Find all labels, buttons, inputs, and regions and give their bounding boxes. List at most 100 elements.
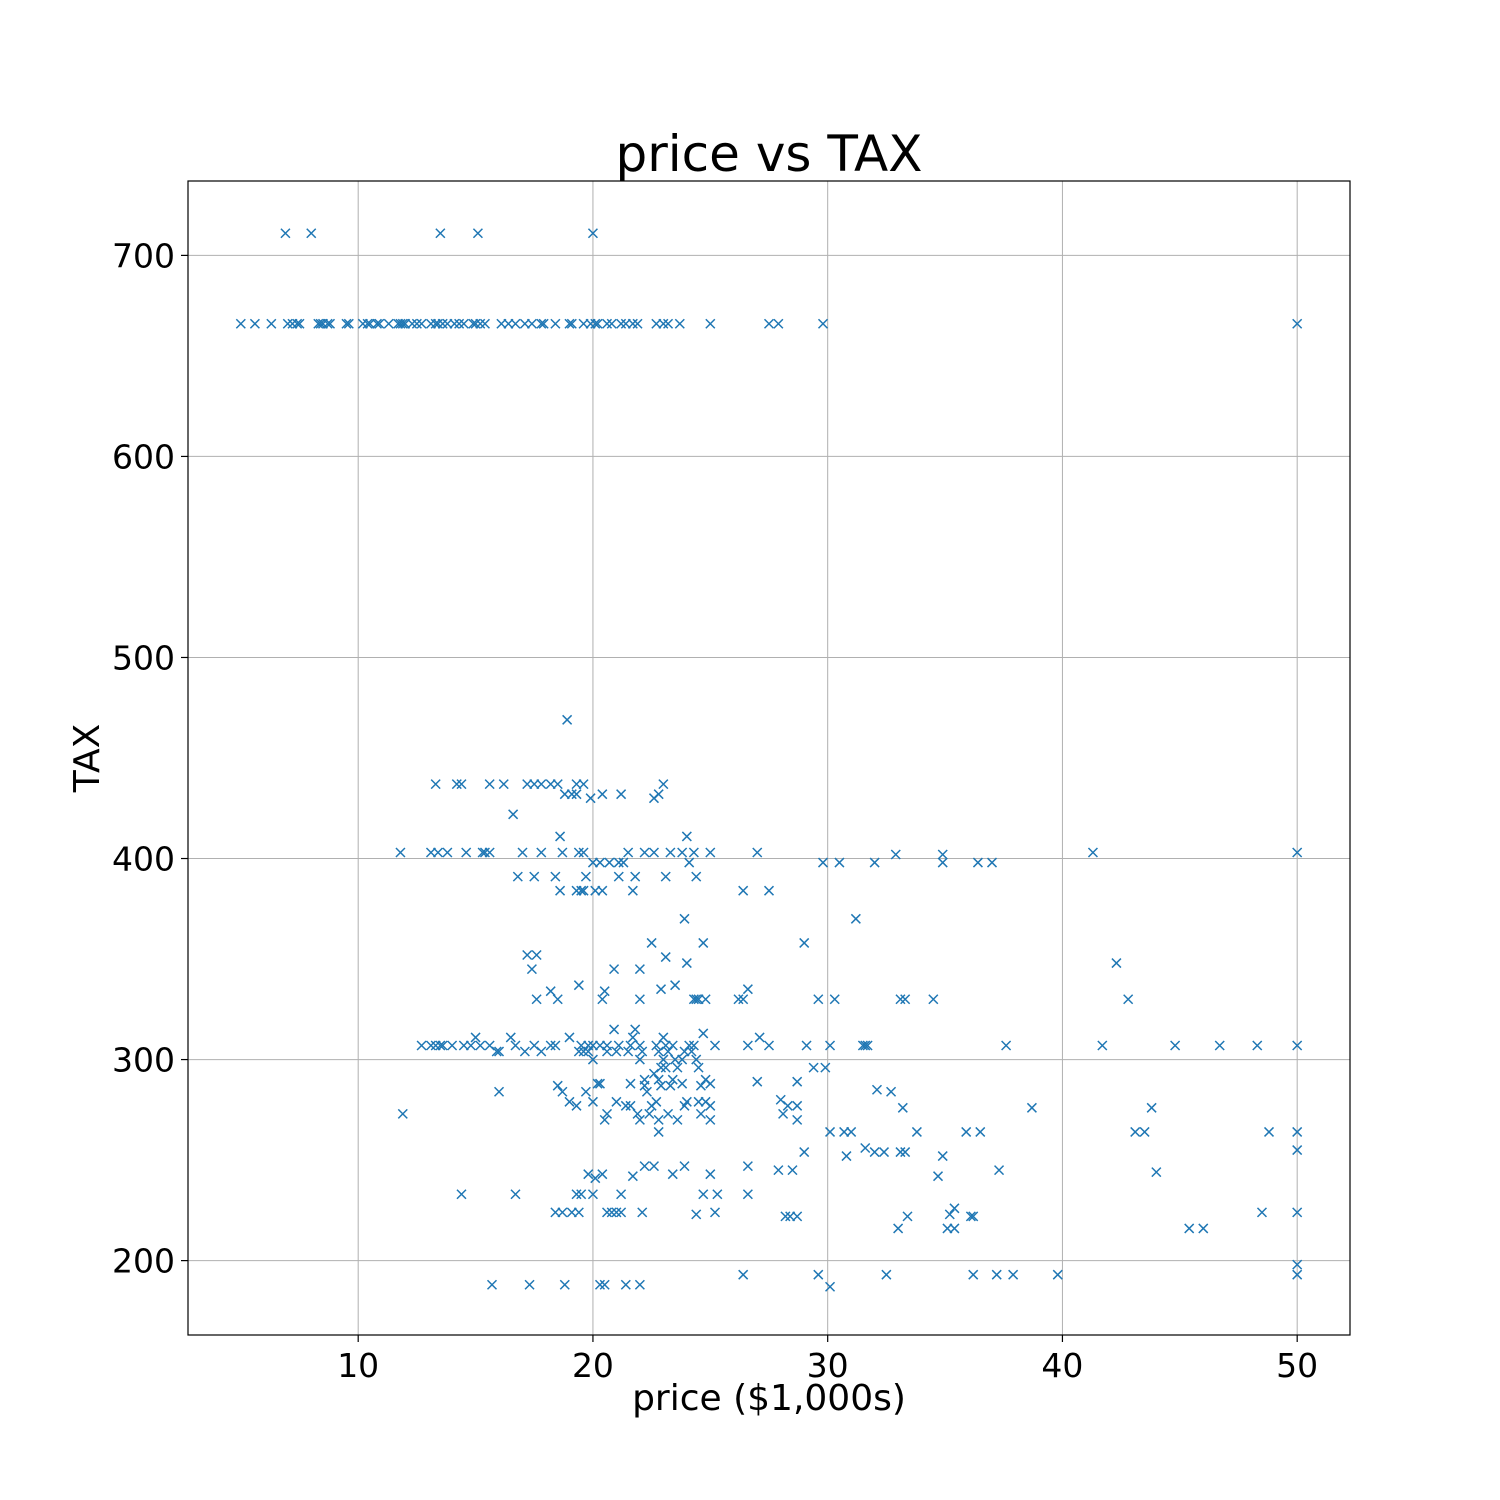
y-tick-label: 500 [112, 638, 175, 677]
data-point [1151, 1167, 1162, 1178]
data-point [592, 318, 603, 329]
data-point [902, 1211, 913, 1222]
data-point [627, 1171, 638, 1182]
data-point [498, 779, 509, 790]
data-point [623, 847, 634, 858]
data-point [494, 1086, 505, 1097]
data-point [893, 1223, 904, 1234]
data-point [611, 1096, 622, 1107]
data-point [616, 789, 627, 800]
data-point [825, 1281, 836, 1292]
data-point [313, 318, 324, 329]
data-point [557, 1207, 568, 1218]
data-point [679, 1100, 690, 1111]
data-point [752, 847, 763, 858]
data-point [679, 1161, 690, 1172]
data-point [653, 1114, 664, 1125]
data-point [306, 228, 317, 239]
data-point [597, 994, 608, 1005]
data-point [461, 847, 472, 858]
data-point [599, 1114, 610, 1125]
data-point [1292, 1040, 1303, 1051]
data-point [249, 318, 260, 329]
data-point [684, 857, 695, 868]
data-point [742, 1189, 753, 1200]
data-point [491, 1046, 502, 1057]
data-point [324, 318, 336, 329]
data-point [655, 1080, 667, 1091]
x-tick-label: 40 [1041, 1346, 1083, 1385]
data-point [808, 1062, 819, 1073]
data-point [564, 1096, 575, 1107]
data-point [665, 847, 676, 858]
data-point [773, 1165, 784, 1176]
data-point [590, 1173, 601, 1184]
data-point [235, 318, 246, 329]
y-axis-label: TAX [67, 724, 108, 793]
x-tick-label: 10 [337, 1346, 379, 1385]
data-point [738, 994, 749, 1005]
data-point [860, 1142, 871, 1154]
data-point [362, 318, 373, 329]
data-point [937, 857, 948, 868]
data-point [430, 779, 441, 790]
data-point [778, 1108, 789, 1119]
data-point [1184, 1223, 1195, 1234]
data-point [890, 849, 901, 860]
data-point [829, 994, 840, 1005]
data-point [1198, 1223, 1209, 1234]
data-point [611, 1046, 622, 1057]
data-point [961, 1126, 972, 1137]
data-point [601, 318, 613, 329]
data-point [658, 1032, 669, 1043]
data-point [1252, 1040, 1263, 1051]
data-point [1130, 1126, 1141, 1137]
data-point [613, 871, 624, 882]
data-point [817, 857, 829, 868]
data-point [860, 1040, 871, 1051]
data-point [627, 885, 638, 896]
data-point [780, 1211, 791, 1222]
data-point [597, 1169, 608, 1180]
data-point [555, 831, 566, 842]
data-point [1292, 847, 1303, 858]
data-point [555, 885, 566, 896]
data-point [606, 1207, 617, 1218]
data-point [742, 1161, 753, 1172]
data-point [688, 1040, 699, 1051]
data-point [486, 1279, 498, 1290]
data-point [712, 1189, 723, 1200]
data-point [911, 1126, 922, 1137]
data-point [1001, 1040, 1012, 1051]
x-tick-label: 50 [1276, 1346, 1318, 1385]
data-point [691, 1209, 702, 1220]
data-point [695, 1108, 706, 1119]
data-point [573, 1046, 584, 1057]
data-point [700, 994, 711, 1005]
data-point [625, 1040, 636, 1051]
data-point [677, 847, 688, 858]
data-point [792, 1100, 803, 1111]
data-point [630, 871, 641, 882]
data-point [705, 1114, 716, 1125]
data-point [658, 1054, 669, 1065]
axis-ticks: 10 20 30 40 50 200 300 400 500 600 700 [112, 236, 1318, 1385]
data-point [968, 1269, 979, 1280]
data-point [510, 318, 521, 329]
data-point [479, 318, 490, 329]
data-point [639, 1161, 650, 1172]
data-point [587, 1096, 598, 1107]
data-point [763, 318, 775, 329]
y-tick-label: 400 [112, 840, 175, 879]
data-point [862, 1040, 873, 1051]
data-point [681, 958, 692, 969]
data-point [644, 1108, 655, 1119]
data-point [578, 779, 589, 790]
data-point [634, 994, 645, 1005]
data-point [637, 1046, 648, 1057]
data-point [341, 318, 352, 329]
data-point [686, 1046, 697, 1057]
data-point [663, 1046, 674, 1057]
data-point [616, 318, 627, 329]
